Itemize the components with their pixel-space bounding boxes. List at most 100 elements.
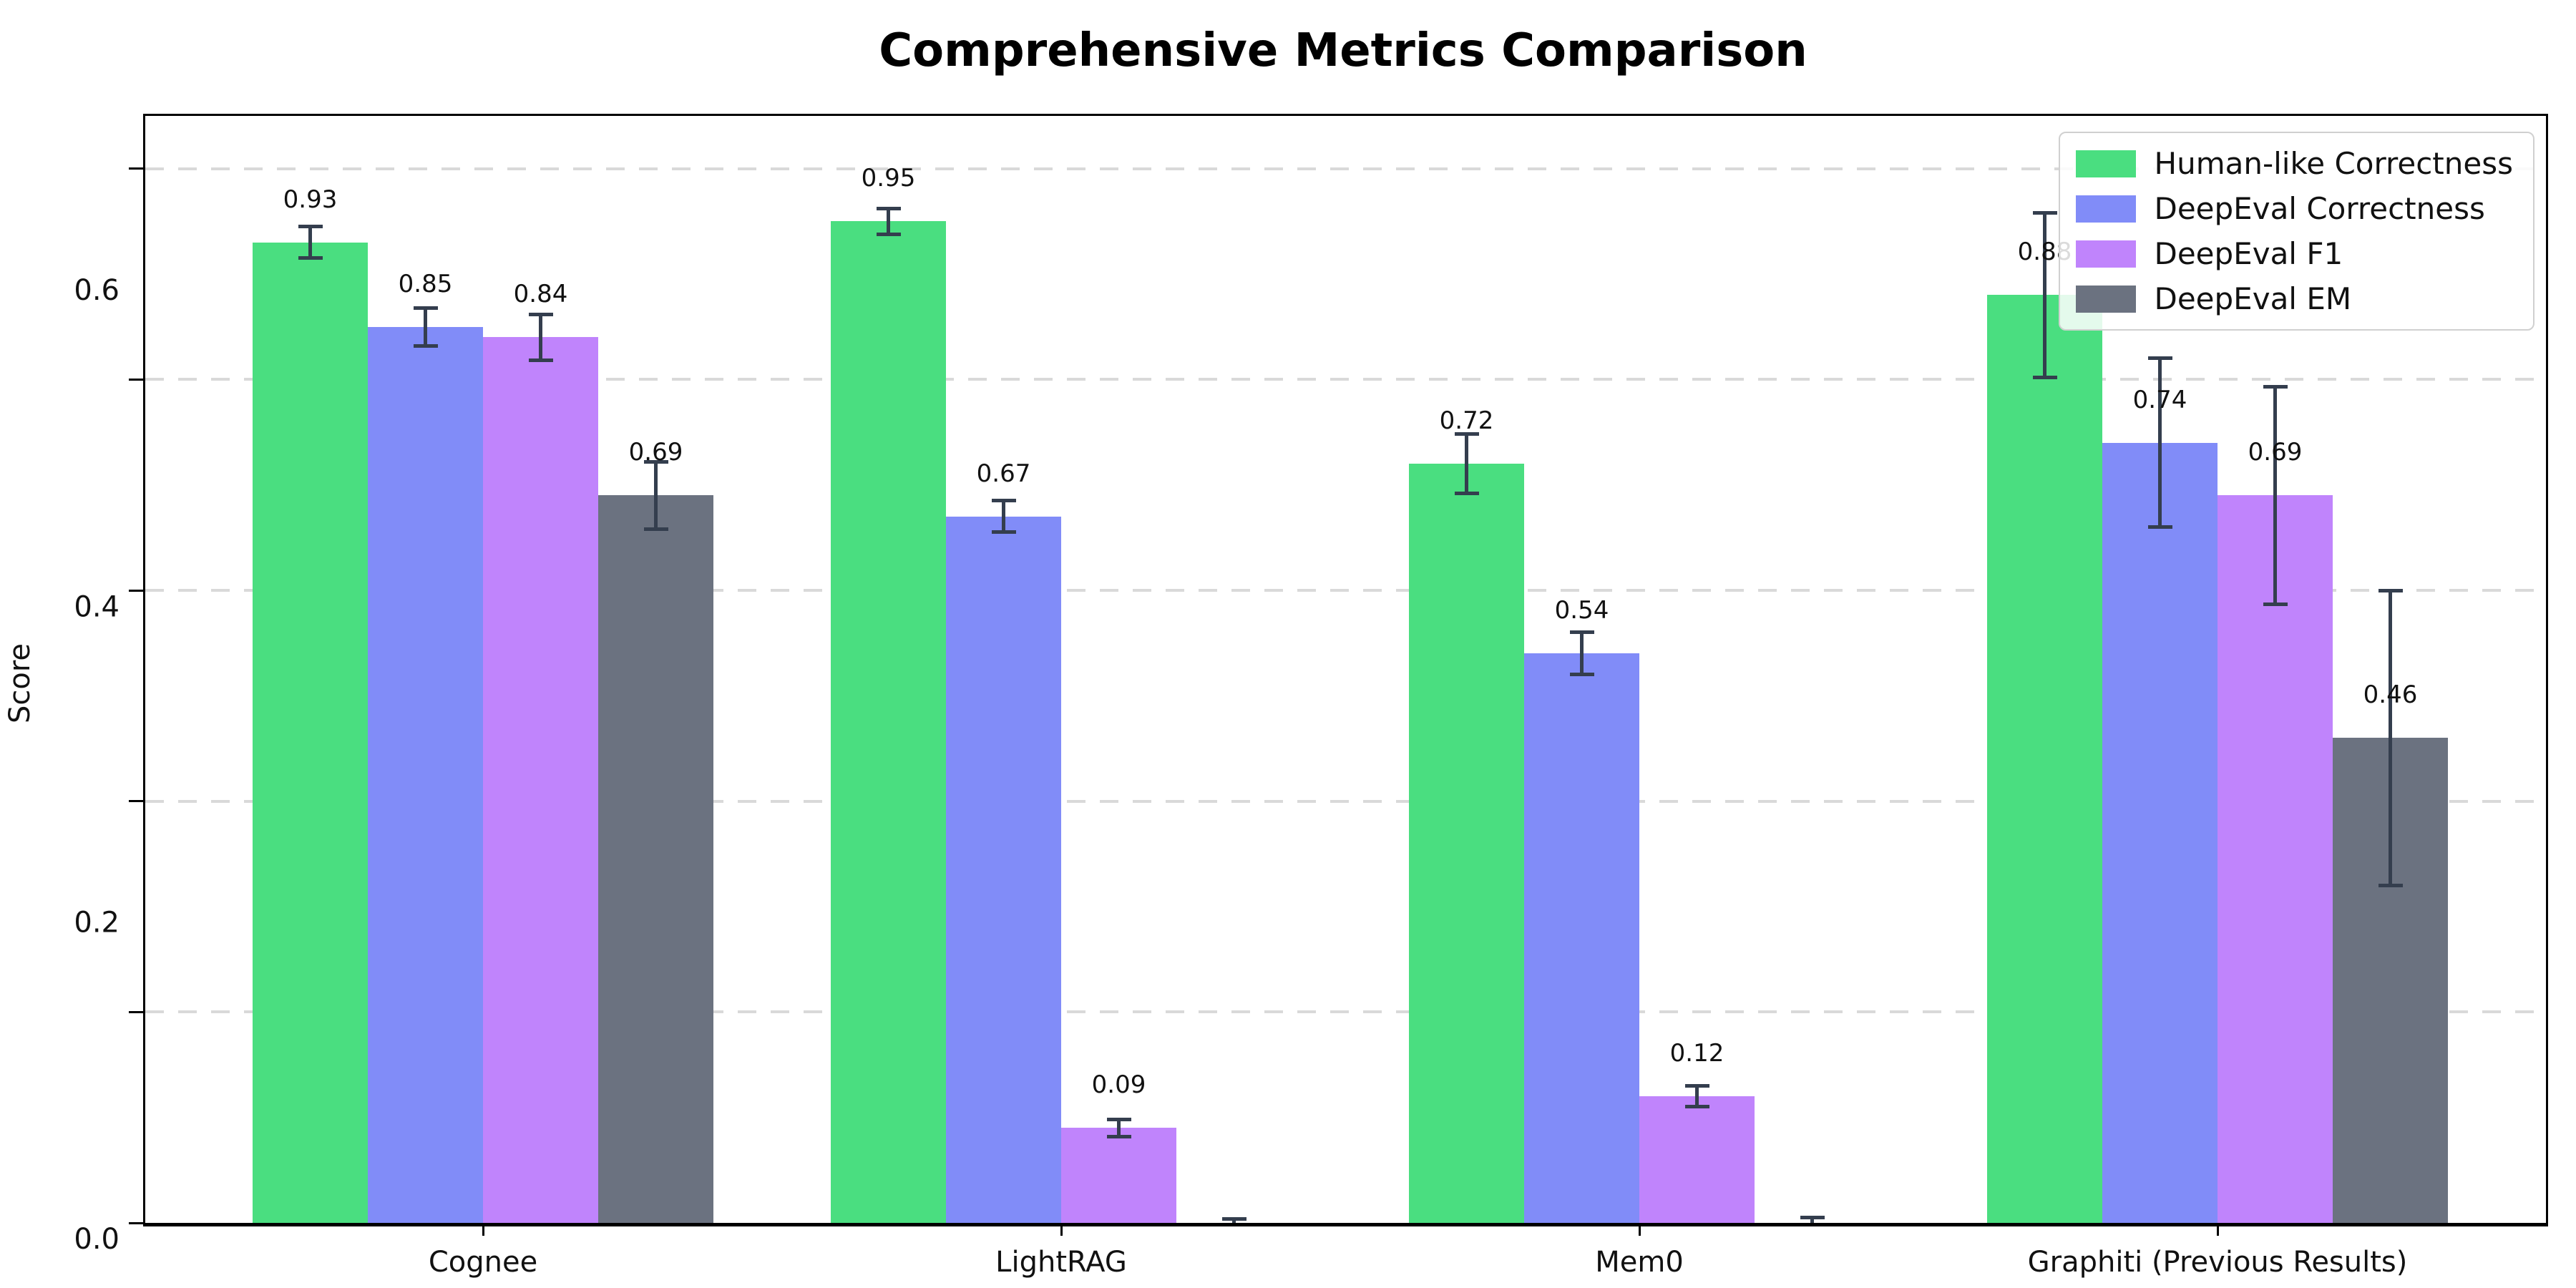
error-bar-cap: [413, 343, 438, 348]
error-bar-cap: [991, 499, 1016, 503]
y-tick-label: 0.4: [74, 590, 119, 623]
error-bar-cap: [991, 530, 1016, 535]
error-bar-cap: [1454, 491, 1479, 495]
bar-value-label: 0.69: [2248, 438, 2303, 467]
y-tick: [129, 800, 143, 803]
error-bar: [887, 208, 890, 235]
y-tick: [129, 167, 143, 170]
x-tick-label: Mem0: [1595, 1246, 1684, 1279]
error-bar-cap: [2263, 385, 2288, 389]
error-bar-cap: [298, 256, 323, 260]
bar: [483, 337, 598, 1223]
chart-title: Comprehensive Metrics Comparison: [879, 24, 1807, 77]
error-bar: [1580, 632, 1584, 675]
y-tick: [129, 1010, 143, 1013]
error-bar-cap: [1221, 1216, 1246, 1221]
error-bar-cap: [876, 232, 901, 236]
error-bar-cap: [1106, 1118, 1131, 1122]
bar-value-label: 0.74: [2132, 385, 2187, 414]
legend-swatch: [2075, 240, 2136, 268]
bar: [1409, 464, 1524, 1223]
error-bar: [1695, 1085, 1699, 1107]
error-bar: [2158, 358, 2162, 527]
legend-item: DeepEval Correctness: [2075, 191, 2514, 226]
legend-label: DeepEval F1: [2154, 236, 2343, 271]
bar: [1524, 653, 1639, 1223]
y-tick-label: 0.6: [74, 274, 119, 307]
y-tick-label: 1.0: [74, 0, 119, 696]
bar-value-label: 0.72: [1439, 406, 1494, 436]
error-bar-cap: [1454, 432, 1479, 436]
gridline: [145, 799, 2546, 803]
error-bar-cap: [1569, 630, 1594, 635]
error-bar: [1810, 1217, 1814, 1223]
error-bar-cap: [2378, 588, 2403, 592]
error-bar-cap: [1106, 1134, 1131, 1138]
error-bar-cap: [2263, 602, 2288, 606]
bar: [2218, 495, 2333, 1223]
legend-item: DeepEval EM: [2075, 281, 2514, 316]
error-bar: [1117, 1119, 1121, 1137]
error-bar: [424, 308, 427, 346]
bar: [1061, 1128, 1176, 1223]
x-tick: [1060, 1223, 1063, 1236]
error-bar: [1465, 434, 1468, 494]
bar: [1987, 295, 2102, 1223]
bar-value-label: 0.69: [628, 438, 683, 467]
bar-value-label: 0.85: [398, 269, 453, 298]
error-bar-cap: [2378, 884, 2403, 888]
error-bar: [308, 226, 312, 258]
x-tick: [2216, 1223, 2219, 1236]
legend-item: DeepEval F1: [2075, 236, 2514, 271]
error-bar-cap: [1684, 1105, 1709, 1109]
y-tick: [129, 378, 143, 381]
bar: [831, 221, 946, 1223]
error-bar-cap: [643, 527, 668, 532]
bar-value-label: 0.95: [861, 164, 916, 193]
error-bar-cap: [876, 207, 901, 211]
error-bar-cap: [298, 225, 323, 229]
error-bar-cap: [2147, 525, 2172, 530]
error-bar-cap: [2032, 375, 2057, 379]
error-bar-cap: [413, 306, 438, 310]
error-bar: [1002, 500, 1005, 532]
bar-value-label: 0.93: [283, 185, 338, 214]
error-bar-cap: [2032, 211, 2057, 215]
legend-swatch: [2075, 285, 2136, 313]
gridline: [145, 1010, 2546, 1014]
bar: [368, 326, 483, 1223]
gridline: [145, 167, 2546, 170]
y-tick: [129, 589, 143, 592]
bar-value-label: 0.12: [1669, 1039, 1724, 1068]
error-bar-cap: [528, 312, 553, 316]
error-bar-cap: [528, 358, 553, 363]
y-tick-label: 0.2: [74, 906, 119, 940]
gridline: [145, 589, 2546, 592]
error-bar-cap: [1569, 673, 1594, 677]
bar: [2102, 442, 2218, 1223]
error-bar-cap: [1684, 1083, 1709, 1088]
error-bar-cap: [1800, 1216, 1825, 1220]
legend-label: DeepEval EM: [2154, 281, 2352, 316]
error-bar: [2389, 590, 2392, 886]
bar-value-label: 0.46: [2363, 680, 2418, 710]
y-axis-label: Score: [4, 643, 36, 724]
bar: [1639, 1096, 1755, 1223]
bar: [253, 242, 368, 1223]
x-tick-label: Cognee: [428, 1246, 538, 1279]
error-bar: [2273, 386, 2277, 605]
bar-value-label: 0.84: [513, 280, 568, 309]
error-bar: [1232, 1219, 1236, 1223]
error-bar: [654, 462, 658, 530]
error-bar-cap: [643, 459, 668, 464]
error-bar: [2043, 213, 2046, 378]
bar-value-label: 0.09: [1091, 1070, 1146, 1100]
error-bar-cap: [2147, 356, 2172, 361]
legend-label: DeepEval Correctness: [2154, 191, 2485, 226]
legend: Human-like Correctness DeepEval Correctne…: [2058, 132, 2534, 331]
legend-label: Human-like Correctness: [2154, 146, 2514, 181]
plot-area: Human-like Correctness DeepEval Correctne…: [74, 114, 2548, 1279]
gridline: [145, 378, 2546, 381]
y-tick: [129, 1221, 143, 1224]
